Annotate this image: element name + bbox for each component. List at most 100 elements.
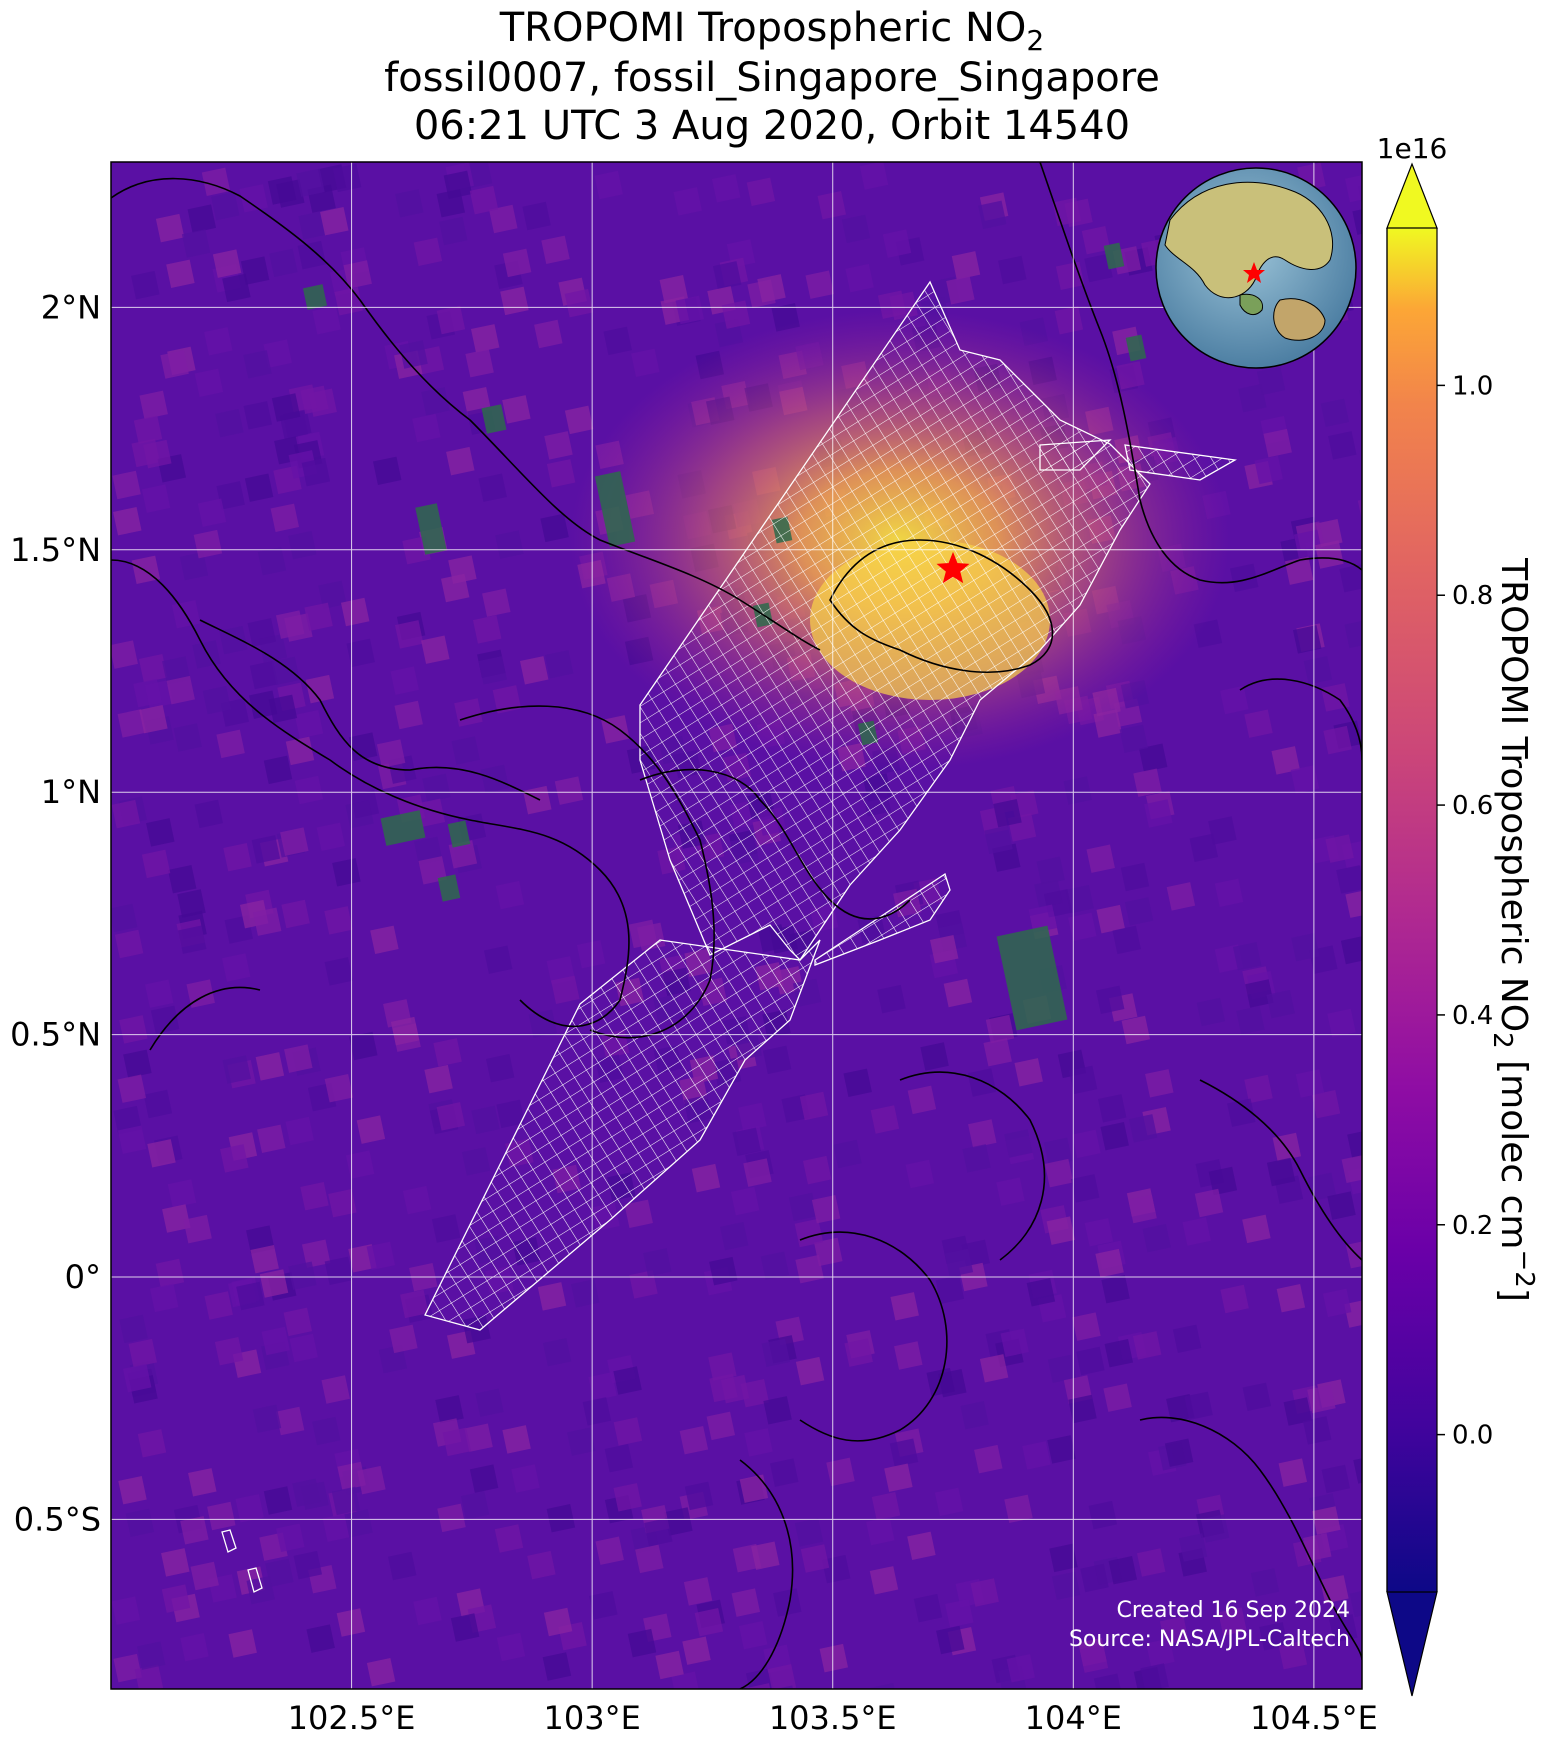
no2-pixel: [709, 1256, 738, 1286]
no2-pixel: [289, 1333, 318, 1363]
no2-pixel: [478, 656, 508, 685]
no2-pixel: [424, 1064, 453, 1094]
no2-pixel: [248, 690, 278, 719]
no2-pixel: [300, 385, 329, 415]
no2-pixel: [461, 1147, 491, 1176]
no2-pixel: [285, 736, 315, 766]
no2-pixel: [436, 305, 466, 335]
no2-pixel: [252, 1404, 282, 1433]
no2-pixel: [239, 184, 268, 213]
no2-pixel: [1004, 1494, 1033, 1524]
no2-pixel: [738, 1102, 767, 1132]
no2-pixel: [190, 1561, 219, 1591]
no2-pixel: [712, 261, 742, 290]
no2-pixel: [181, 229, 211, 258]
no2-pixel: [180, 1516, 209, 1545]
no2-pixel: [1172, 1324, 1202, 1354]
no2-pixel: [306, 1624, 335, 1653]
no2-pixel: [1047, 1354, 1077, 1384]
no2-pixel: [421, 635, 450, 664]
no2-pixel: [635, 1544, 664, 1574]
no2-pixel: [744, 1428, 773, 1457]
no2-pixel: [1345, 889, 1362, 918]
no2-pixel: [348, 732, 378, 761]
no2-pixel: [117, 1074, 147, 1103]
no2-pixel: [1220, 685, 1249, 715]
no2-pixel: [194, 368, 224, 398]
no2-pixel: [1266, 989, 1295, 1019]
no2-pixel: [739, 1474, 769, 1503]
no2-pixel: [1244, 1074, 1273, 1104]
no2-pixel: [283, 1307, 313, 1337]
no2-pixel: [1311, 1089, 1341, 1119]
no2-pixel: [437, 1503, 466, 1533]
no2-pixel: [751, 1541, 780, 1570]
no2-pixel: [483, 945, 513, 974]
no2-pixel: [340, 597, 370, 627]
no2-pixel: [475, 1388, 504, 1417]
no2-pixel: [395, 189, 424, 218]
no2-pixel: [305, 674, 335, 704]
no2-pixel: [983, 1037, 1012, 1067]
no2-pixel: [800, 1544, 830, 1573]
no2-pixel: [448, 840, 478, 869]
no2-pixel: [1283, 1397, 1313, 1426]
no2-pixel: [968, 1119, 997, 1148]
no2-pixel: [1321, 1464, 1351, 1494]
no2-pixel: [284, 1044, 313, 1073]
no2-pixel: [882, 229, 912, 258]
no2-pixel: [1303, 655, 1333, 685]
no2-pixel: [500, 286, 529, 316]
no2-pixel: [683, 1577, 713, 1606]
no2-pixel: [257, 1124, 286, 1154]
no2-pixel: [731, 1588, 761, 1617]
no2-pixel: [263, 755, 293, 785]
no2-pixel: [613, 1366, 642, 1395]
no2-pixel: [691, 1163, 721, 1193]
no2-pixel: [627, 1628, 657, 1658]
no2-pixel: [263, 339, 292, 368]
no2-pixel: [446, 446, 475, 476]
no2-pixel: [523, 785, 552, 815]
no2-pixel: [1266, 1157, 1296, 1187]
no2-pixel: [1200, 1514, 1230, 1543]
no2-pixel: [1325, 834, 1354, 863]
no2-pixel: [671, 1671, 700, 1689]
no2-pixel: [343, 260, 372, 289]
no2-pixel: [998, 255, 1027, 285]
no2-pixel: [1236, 1005, 1265, 1035]
no2-pixel: [220, 1144, 249, 1173]
colorbar-tick-label: 0.6: [1452, 791, 1493, 821]
no2-pixel: [694, 1607, 724, 1637]
no2-pixel: [252, 907, 282, 936]
no2-pixel: [738, 1620, 768, 1650]
no2-pixel: [113, 506, 142, 536]
no2-pixel: [745, 1668, 775, 1689]
no2-pixel: [179, 551, 209, 581]
no2-pixel: [112, 470, 141, 500]
no2-pixel: [719, 1221, 749, 1251]
coastlines: [111, 162, 1362, 1689]
no2-pixel: [1049, 1543, 1078, 1573]
no2-pixel: [1104, 1338, 1134, 1368]
no2-pixel: [207, 1501, 236, 1531]
no2-pixel: [595, 1536, 624, 1565]
no2-pixel: [993, 798, 1022, 828]
chart-title-line-2: fossil0007, fossil_Singapore_Singapore: [384, 55, 1160, 101]
no2-pixel: [1184, 1391, 1213, 1421]
no2-pixel: [664, 1507, 693, 1536]
no2-pixel: [495, 880, 525, 910]
no2-pixel: [763, 1396, 792, 1425]
no2-pixel: [519, 656, 549, 685]
no2-pixel: [155, 213, 185, 243]
no2-pixel: [301, 1239, 331, 1268]
no2-pixel: [1229, 563, 1259, 593]
no2-pixel: [344, 1509, 373, 1538]
no2-pixel: [318, 580, 347, 610]
no2-pixel: [502, 395, 531, 424]
no2-pixel: [604, 1443, 634, 1473]
no2-pixel: [450, 1613, 480, 1642]
no2-pixel: [819, 1643, 849, 1673]
no2-pixel: [920, 1042, 949, 1071]
no2-pixel: [312, 1416, 341, 1446]
